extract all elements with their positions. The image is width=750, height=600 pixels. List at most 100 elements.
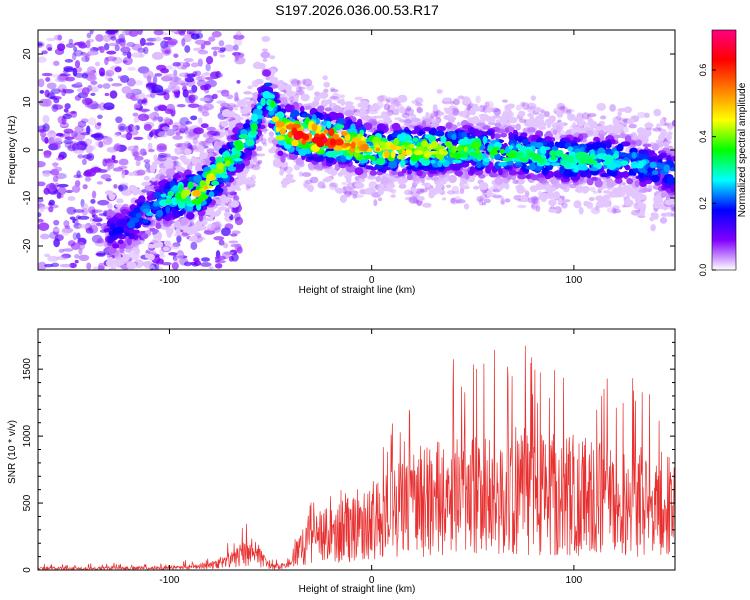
spectrogram-noise-blob [90,103,102,110]
spectrogram-x-axis-label: Height of straight line (km) [299,285,416,296]
spectrogram-ridge-blob [222,151,231,158]
spectrogram-noise-blob [107,161,115,170]
spectrogram-noise-blob [197,49,209,55]
spectrogram-noise-blob [89,209,99,215]
colorbar-label: Normalized spectral amplitude [737,82,748,217]
spectrogram-ridge-blob [173,174,182,179]
spectrogram-noise-blob [124,30,131,36]
spectrogram-noise-blob [178,31,186,36]
spectrogram-ridge-blob [539,145,547,155]
spectrogram-ridge-blob [602,160,612,166]
spectrogram-noise-blob [84,54,90,63]
spectrogram-halo-blob [414,103,423,107]
spectrogram-ridge-blob [421,159,431,166]
spectrogram-ridge-blob [115,226,125,235]
spectrogram-noise-blob [208,36,216,42]
spectrogram-ridge-blob [485,166,492,174]
spectrogram-noise-blob [53,227,60,232]
spectrogram-ridge-blob [507,103,513,110]
spectrogram-noise-blob [142,151,148,156]
spectrogram-noise-blob [176,235,182,243]
spectrogram-ridge-blob [233,157,243,162]
spectrogram-ridge-blob [304,105,312,110]
spectrogram-noise-blob [125,132,133,141]
spectrogram-noise-blob [91,221,97,226]
spectrogram-halo-blob [329,182,337,191]
spectrogram-halo-blob [298,86,306,90]
spectrogram-noise-blob [185,120,193,125]
spectrogram-ridge-blob [567,146,574,152]
spectrogram-halo-blob [453,98,460,106]
spectrogram-ridge-blob [596,153,607,160]
spectrogram-ridge-blob [410,165,421,172]
spectrogram-noise-blob [184,127,189,135]
spectrogram-noise-blob [203,229,216,235]
spectrogram-noise-blob [97,114,103,119]
spectrogram-ridge-blob [434,120,440,128]
spectrogram-noise-blob [219,47,226,52]
spectrogram-noise-blob [80,118,89,124]
spectrogram-ridge-blob [361,105,368,111]
spectrogram-noise-blob [172,242,181,248]
spectrogram-noise-blob [145,94,153,98]
spectrogram-ridge-blob [335,187,344,194]
spectrogram-ridge-blob [485,130,494,136]
spectrogram-ridge-blob [628,168,634,176]
spectrogram-ridge-blob [240,177,249,185]
spectrogram-ridge-blob [200,220,208,226]
spectrogram-ridge-blob [323,81,331,88]
spectrogram-ridge-blob [436,145,446,150]
spectrogram-ridge-blob [380,111,388,119]
spectrogram-ridge-blob [543,136,553,142]
spectrogram-ridge-blob [453,152,462,160]
spectrogram-ridge-blob [554,149,564,157]
spectrogram-ridge-blob [417,165,425,170]
spectrogram-ridge-blob [583,200,590,207]
spectrogram-ridge-blob [286,178,296,183]
spectrogram-noise-blob [119,126,125,131]
spectrogram-noise-blob [106,50,117,55]
spectrogram-ridge-blob [452,159,462,164]
spectrogram-ridge-blob [553,191,561,200]
spectrogram-ridge-blob [464,173,470,180]
spectrogram-ridge-blob [311,136,322,144]
spectrogram-ridge-blob [127,220,135,229]
spectrogram-ridge-blob [179,197,189,203]
spectrogram-ridge-blob [204,211,213,216]
spectrogram-halo-blob [404,196,414,201]
spectrogram-ridge-blob [560,160,567,165]
spectrogram-halo-blob [290,79,300,87]
spectrogram-ridge-blob [463,203,470,210]
spectrogram-ridge-blob [179,154,187,161]
spectrogram-halo-blob [492,194,503,199]
spectrogram-ridge-blob [445,122,453,129]
spectrogram-ridge-blob [508,145,514,150]
spectrogram-noise-blob [152,75,158,84]
colorbar-ticks: 0.00.20.40.6 [698,64,716,276]
spectrogram-ridge-blob [616,143,624,152]
spectrogram-halo-blob [346,182,356,191]
spectrogram-halo-blob [256,161,261,166]
spectrogram-noise-blob [38,42,43,47]
spectrogram-ridge-blob [122,253,130,262]
spectrogram-ridge-blob [285,173,294,180]
spectrogram-noise-blob [179,117,190,126]
spectrogram-ridge-blob [220,120,229,128]
spectrogram-ridge-blob [165,197,172,205]
spectrogram-noise-blob [104,72,112,81]
spectrogram-noise-blob [86,125,91,134]
spectrogram-halo-blob [434,111,445,116]
spectrogram-noise-blob [63,139,74,145]
spectrogram-halo-blob [262,142,268,147]
spectrogram-ridge-blob [334,138,344,146]
spectrogram-ridge-blob [396,154,403,160]
spectrogram-ridge-blob [516,171,525,175]
spectrogram-ridge-blob [383,149,390,158]
spectrogram-ridge-blob [624,135,632,143]
spectrogram-noise-blob [154,262,160,270]
spectrogram-halo-blob [556,102,566,110]
spectrogram-ridge-blob [653,108,662,117]
spectrogram-halo-blob [566,108,575,113]
spectrogram-ridge-blob [473,115,480,125]
spectrogram-ridge-blob [527,112,534,118]
